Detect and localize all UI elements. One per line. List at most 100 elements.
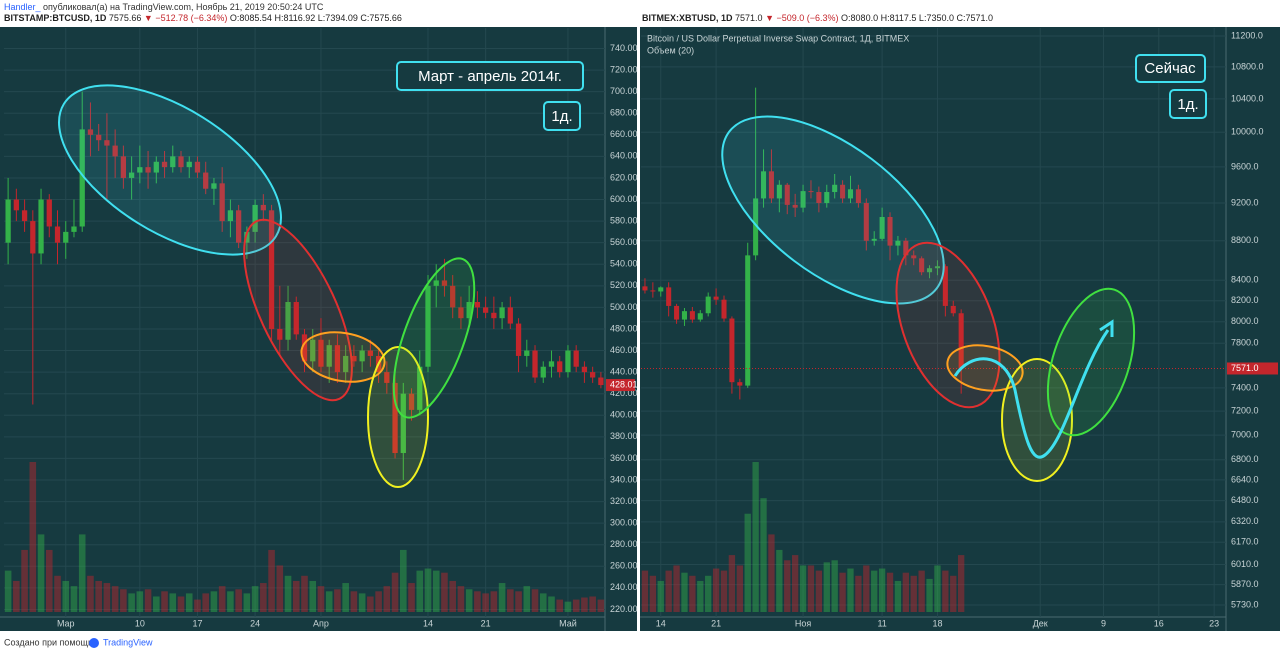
volume-bar [871, 570, 878, 612]
candle-body [474, 302, 481, 308]
y-tick-label: 660.00 [610, 129, 638, 139]
volume-bar [581, 597, 588, 612]
candle-body [776, 184, 782, 199]
candle-body [433, 280, 439, 286]
candle-body [318, 339, 324, 367]
candle-body [417, 366, 423, 410]
volume-bar [292, 580, 300, 612]
volume-bar [847, 568, 854, 612]
candle-body [540, 366, 546, 378]
y-tick-label: 220.00 [610, 604, 638, 614]
x-tick-label: 21 [481, 618, 491, 628]
candle-body [128, 172, 135, 178]
candle-body [642, 286, 648, 291]
candle-body [816, 192, 822, 204]
candle-body [120, 156, 127, 178]
volume-bar [744, 513, 751, 612]
candle-body [359, 350, 365, 362]
volume-bar [276, 565, 284, 612]
candle-body [666, 287, 672, 306]
candle-body [705, 296, 711, 314]
candle-body [87, 129, 94, 135]
candle-body [721, 299, 727, 319]
y-tick-label: 10800.0 [1231, 61, 1264, 71]
candle-body [808, 191, 814, 193]
volume-bar [128, 593, 135, 612]
volume-bar [902, 572, 909, 612]
y-tick-label: 520.00 [610, 280, 638, 290]
volume-bar [589, 596, 596, 612]
candle-body [153, 161, 159, 173]
x-tick-label: 11 [877, 618, 886, 628]
volume-bar [705, 575, 712, 612]
candle-body [824, 192, 830, 204]
volume-bar [194, 599, 201, 612]
candle-body [293, 302, 299, 335]
volume-bar [103, 583, 111, 612]
volume-bar [539, 593, 547, 612]
y-tick-label: 7400.0 [1231, 382, 1259, 392]
volume-bar [70, 586, 78, 612]
volume-bar [760, 498, 767, 612]
candle-body [745, 255, 751, 386]
change: ▼ −512.78 (−6.34%) [144, 13, 227, 23]
ohlc: O:8085.54 H:8116.92 L:7394.09 C:7575.66 [230, 13, 402, 23]
y-tick-label: 7000.0 [1231, 429, 1259, 439]
subtitle: Bitcoin / US Dollar Perpetual Inverse Sw… [647, 33, 909, 43]
symbol: BITMEX:XBTUSD, 1D [642, 13, 733, 23]
candle-body [524, 350, 530, 356]
x-tick-label: 9 [1101, 618, 1106, 628]
volume-bar [284, 575, 292, 612]
last: 7571.0 [735, 13, 763, 23]
candle-body [425, 285, 431, 367]
volume-bar [673, 565, 680, 612]
x-tick-label: 21 [711, 618, 721, 628]
candle-body [441, 280, 448, 286]
y-tick-label: 7800.0 [1231, 338, 1259, 348]
volume-bar [641, 570, 649, 612]
candle-body [658, 287, 664, 292]
volume-bar [564, 601, 572, 612]
ellipse [1001, 358, 1073, 482]
candle-body [950, 305, 956, 314]
author[interactable]: Handler_ [4, 2, 42, 12]
volume-bar [934, 565, 941, 612]
volume-bar [507, 589, 514, 612]
volume-bar [120, 589, 127, 612]
volume-bar [54, 575, 61, 612]
volume-bar [784, 560, 791, 612]
candle-body [713, 296, 719, 300]
candle-body [54, 226, 61, 243]
volume-bar [342, 583, 349, 612]
volume-bar [408, 583, 415, 612]
y-tick-label: 8800.0 [1231, 235, 1259, 245]
annotation-box [543, 101, 581, 131]
volume-bar [728, 555, 736, 612]
candle-body [466, 302, 472, 319]
volume-bar [441, 572, 448, 612]
drawings [58, 84, 1136, 488]
candle-body [301, 334, 308, 362]
volume-bar [665, 570, 672, 612]
volume-bar [823, 562, 830, 612]
volume-bar [391, 572, 399, 612]
y-tick-label: 7200.0 [1231, 406, 1259, 416]
y-tick-label: 11200.0 [1231, 30, 1263, 40]
candle-body [697, 313, 703, 320]
candle-body [903, 240, 909, 256]
y-tick-label: 700.00 [610, 86, 638, 96]
ellipse [392, 257, 476, 419]
volume-bar [482, 593, 489, 612]
volume-bar [177, 596, 185, 612]
volume-bar [942, 570, 949, 612]
brand[interactable]: TradingView [103, 637, 153, 647]
candle-body [145, 167, 151, 173]
volume-bar [4, 570, 12, 612]
volume-label: Объем (20) [647, 45, 694, 55]
candle-body [499, 307, 505, 319]
ellipse [721, 115, 945, 305]
volume-bar [572, 599, 580, 612]
volume-bar [689, 575, 696, 612]
y-tick-label: 560.00 [610, 237, 638, 247]
